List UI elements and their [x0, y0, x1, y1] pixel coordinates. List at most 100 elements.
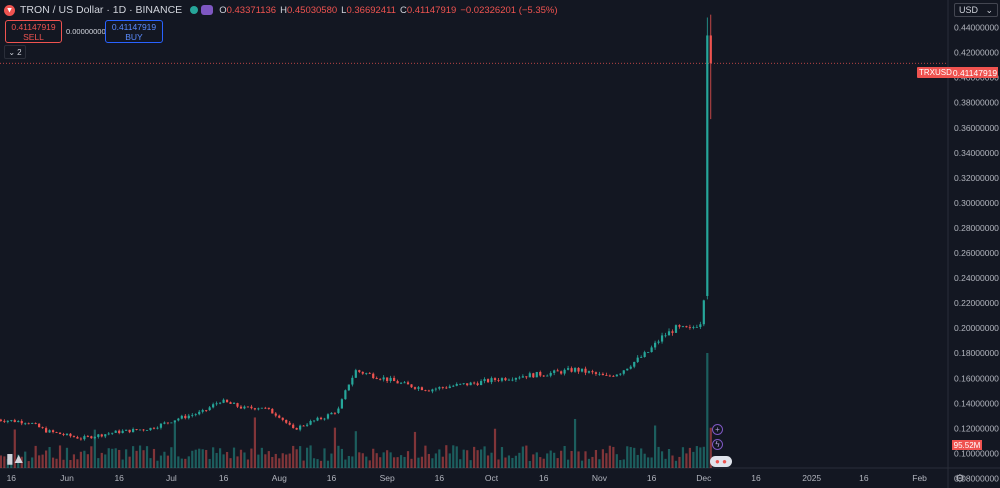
- candle-body: [389, 377, 392, 381]
- volume-bar: [128, 456, 131, 468]
- volume-bar: [194, 449, 197, 468]
- y-tick-label: 0.10000000: [954, 448, 999, 458]
- candle-body: [142, 429, 145, 431]
- candle-body: [368, 373, 371, 375]
- sell-button[interactable]: 0.41147919 SELL: [5, 20, 62, 43]
- volume-bar: [650, 457, 653, 468]
- candle-body: [695, 326, 698, 328]
- y-tick-label: 0.18000000: [954, 348, 999, 358]
- volume-bar: [72, 454, 76, 468]
- y-tick-label: 0.30000000: [954, 198, 999, 208]
- volume-bar: [288, 453, 291, 468]
- chevron-down-icon: ⌄: [985, 4, 993, 15]
- volume-bar: [622, 459, 625, 468]
- candle-body: [640, 356, 643, 358]
- candle-body: [573, 367, 577, 372]
- economic-events-icon[interactable]: ● ●: [710, 456, 732, 467]
- volume-bar: [511, 457, 514, 468]
- volume-bar: [309, 445, 312, 468]
- volume-bar: [111, 448, 114, 468]
- sell-price: 0.41147919: [11, 21, 56, 32]
- candle-body: [292, 424, 295, 428]
- volume-bar: [58, 445, 62, 468]
- candle-body: [55, 432, 58, 433]
- candle-body: [166, 422, 169, 424]
- volume-bar: [198, 448, 201, 468]
- candle-body: [473, 382, 476, 384]
- volume-bar: [3, 456, 6, 468]
- volume-bar: [633, 447, 636, 468]
- candle-body: [62, 434, 65, 435]
- x-tick-label: 16: [647, 473, 657, 483]
- candle-body: [219, 402, 222, 404]
- symbol-title[interactable]: TRON / US Dollar · 1D · BINANCE: [20, 4, 183, 16]
- plus-event-icon[interactable]: +: [712, 424, 723, 435]
- volume-bar: [177, 456, 180, 468]
- y-tick-label: 0.20000000: [954, 323, 999, 333]
- volume-bar: [577, 451, 580, 468]
- tradingview-logo-icon[interactable]: ▮▲: [6, 450, 26, 466]
- candle-body: [521, 376, 524, 378]
- volume-bar: [97, 458, 100, 468]
- volume-bar: [170, 447, 173, 468]
- candle-body: [591, 371, 594, 373]
- volume-bar: [507, 455, 511, 468]
- candle-body: [51, 430, 55, 433]
- volume-bar: [257, 454, 260, 468]
- candle-body: [671, 331, 674, 333]
- indicators-toggle-button[interactable]: ⌄ 2: [4, 45, 26, 59]
- candle-body: [379, 378, 382, 380]
- candle-body: [41, 427, 44, 429]
- buy-button[interactable]: 0.41147919 BUY: [105, 20, 163, 43]
- volume-bar: [619, 460, 622, 468]
- candle-body: [34, 423, 37, 425]
- candle-body: [38, 423, 41, 428]
- volume-bar: [173, 423, 176, 468]
- candle-body: [417, 387, 420, 389]
- volume-bar: [553, 452, 556, 468]
- candle-body: [553, 370, 556, 373]
- volume-bar: [152, 448, 156, 468]
- candle-body: [3, 420, 6, 422]
- lightning-event-icon[interactable]: ϟ: [712, 439, 723, 450]
- candle-body: [177, 418, 180, 421]
- candle-body: [500, 378, 504, 381]
- volume-bar: [6, 459, 9, 468]
- candle-body: [441, 387, 444, 388]
- candle-body: [260, 407, 263, 409]
- volume-bar: [601, 449, 604, 468]
- candle-body: [570, 368, 573, 372]
- volume-bar: [180, 458, 183, 468]
- indicator-status[interactable]: [190, 5, 214, 15]
- volume-bar: [34, 445, 37, 468]
- candle-body: [288, 422, 291, 425]
- candle-body: [480, 381, 483, 386]
- volume-bar: [681, 447, 685, 468]
- volume-bar: [299, 446, 302, 468]
- volume-bar: [393, 457, 396, 468]
- candle-body: [567, 368, 570, 370]
- volume-bar: [396, 457, 399, 468]
- candle-body: [692, 327, 695, 328]
- candle-body: [549, 372, 552, 376]
- candle-body: [438, 387, 441, 389]
- candle-body: [455, 384, 458, 386]
- volume-bar: [546, 453, 549, 468]
- volume-bar: [358, 452, 361, 468]
- y-tick-label: 0.36000000: [954, 123, 999, 133]
- candle-body: [194, 414, 197, 416]
- candle-body: [6, 420, 9, 422]
- volume-bar: [246, 459, 250, 468]
- volume-bar: [232, 447, 236, 468]
- candle-body: [685, 326, 688, 328]
- volume-bar: [205, 449, 208, 468]
- gear-icon[interactable]: ⚙: [955, 473, 965, 485]
- candle-body: [145, 430, 149, 431]
- volume-bar: [549, 450, 552, 468]
- candle-body: [365, 373, 368, 375]
- candle-body: [302, 425, 305, 427]
- candle-body: [556, 370, 559, 372]
- volume-bar: [368, 460, 371, 468]
- currency-select[interactable]: USD ⌄: [954, 3, 998, 17]
